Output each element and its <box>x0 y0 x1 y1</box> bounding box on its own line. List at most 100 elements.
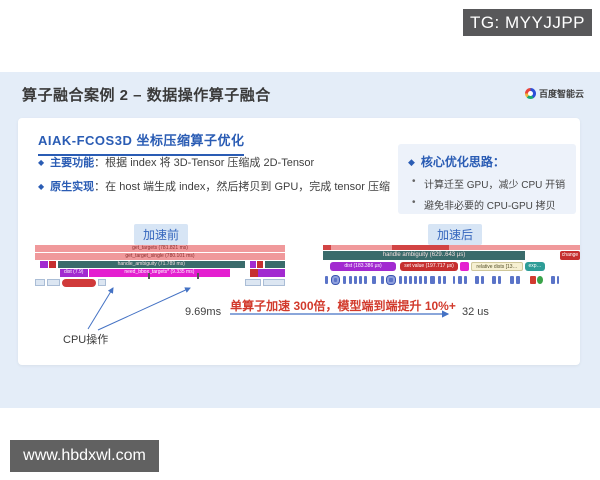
before-time-label: 9.69ms <box>185 306 222 318</box>
optimization-item-text: 计算迁至 GPU，减少 CPU 开销 <box>424 180 566 191</box>
timeline-bar-red-segment <box>323 245 331 250</box>
kernel-block <box>475 276 479 284</box>
kernel-block <box>424 276 427 284</box>
optimization-title-row: ◆ 核心优化思路： <box>408 153 566 170</box>
optimization-item: • 计算迁至 GPU，减少 CPU 开销 <box>408 176 566 191</box>
timeline-bar-teal <box>265 261 285 268</box>
site-watermark: www.hbdxwl.com <box>10 440 159 472</box>
before-timeline: get_targets (781.821 ms) get_target_sing… <box>35 245 285 289</box>
timeline-chip <box>245 279 261 286</box>
kernel-block <box>349 276 352 284</box>
timeline-bar-exp: exp… <box>525 262 545 271</box>
bullet-text: ：根据 index 将 3D-Tensor 压缩成 2D-Tensor <box>94 157 315 169</box>
bullet-list: ◆ 主要功能：根据 index 将 3D-Tensor 压缩成 2D-Tenso… <box>38 156 390 204</box>
timeline-bar-top <box>323 245 580 250</box>
kernel-block <box>498 276 501 284</box>
kernel-block <box>364 276 367 284</box>
timeline-tick <box>148 273 150 279</box>
timeline-bar-set-value: set value (197.717 μs) <box>400 262 458 271</box>
timeline-red-pill <box>62 279 96 287</box>
kernel-block <box>430 276 435 284</box>
timeline-bar-relative-dists: relative dists [13… <box>471 262 523 271</box>
kernel-block <box>481 276 484 284</box>
diamond-icon: ◆ <box>38 182 45 191</box>
kernel-block <box>557 276 559 284</box>
timeline-chip <box>98 279 106 286</box>
slide-title: 算子融合案例 2 – 数据操作算子融合 <box>22 87 271 104</box>
kernel-block <box>354 276 357 284</box>
timeline-bar-purple <box>258 269 285 277</box>
timeline-bar-handle-ambiguity: handle_ambiguity (71.789 ms) <box>57 261 245 268</box>
kernel-block <box>404 276 407 284</box>
timeline-row-5 <box>35 273 285 287</box>
kernel-block <box>399 276 402 284</box>
kernel-block <box>551 276 555 284</box>
bullet-label: 原生实现 <box>50 181 95 193</box>
kernel-block <box>464 276 467 284</box>
telegram-watermark-text: TG: MYYJJPP <box>469 12 586 32</box>
kernel-block <box>537 276 543 284</box>
timeline-bar-need-bbox-targets: need_bbox_targets* (9.335 ms) <box>88 269 230 277</box>
timeline-row-4: dist (7.9) need_bbox_targets* (9.335 ms) <box>35 269 285 277</box>
bullet-dot-icon: • <box>412 197 416 208</box>
kernel-block <box>414 276 417 284</box>
timeline-bar-dist: dist (7.9) <box>60 269 88 277</box>
kernel-block <box>438 276 441 284</box>
timeline-bar-change: change <box>560 251 580 260</box>
baidu-cloud-logo-text: 百度智能云 <box>538 89 584 99</box>
diamond-icon: ◆ <box>408 156 415 167</box>
site-watermark-text: www.hbdxwl.com <box>23 447 146 464</box>
after-time-label: 32 us <box>462 306 489 318</box>
kernel-block <box>381 276 384 284</box>
timeline-row-3: handle_ambiguity (71.789 ms) <box>35 261 285 268</box>
kernel-block <box>409 276 412 284</box>
timeline-bar-red-segment <box>392 245 449 250</box>
timeline-bar-get-targets: get_targets (781.821 ms) <box>35 245 285 252</box>
bullet-dot-icon: • <box>412 176 416 187</box>
cpu-operation-label: CPU操作 <box>63 334 109 346</box>
timeline-bar-red <box>250 269 258 277</box>
speedup-text: 单算子加速 300倍，模型端到端提升 10%+ <box>230 299 456 313</box>
timeline-bar-dist: dist (183.386 μs) <box>330 262 396 271</box>
kernel-block <box>359 276 362 284</box>
slide: 算子融合案例 2 – 数据操作算子融合 百度智能云 AIAK-FCOS3D 坐标… <box>0 72 600 408</box>
timeline-chip <box>35 279 45 286</box>
kernel-block <box>443 276 446 284</box>
kernel-block <box>325 276 328 284</box>
kernel-block <box>530 276 536 284</box>
kernel-block <box>458 276 462 284</box>
kernel-block <box>372 276 376 284</box>
before-label: 加速前 <box>134 224 189 245</box>
bullet-label: 主要功能 <box>50 157 95 169</box>
after-timeline: handle ambiguity (629..643 μs) change di… <box>323 245 580 285</box>
content-card: AIAK-FCOS3D 坐标压缩算子优化 ◆ 主要功能：根据 index 将 3… <box>18 118 580 365</box>
timeline-bar-purple <box>40 261 48 268</box>
timeline-bar-purple <box>250 261 257 268</box>
bullet-text: ：在 host 端生成 index，然后拷贝到 GPU，完成 tensor 压缩 <box>94 181 390 193</box>
kernel-block <box>516 276 520 284</box>
timeline-row-kernels: dist (183.386 μs) set value (197.717 μs)… <box>323 262 580 271</box>
timeline-chip <box>47 279 60 286</box>
telegram-watermark: TG: MYYJJPP <box>463 9 592 36</box>
section-heading: AIAK-FCOS3D 坐标压缩算子优化 <box>38 130 245 156</box>
diamond-icon: ◆ <box>38 158 45 167</box>
timeline-bar-get-target-single: get_target_single (780.101 ms) <box>35 253 285 260</box>
kernel-block <box>419 276 422 284</box>
bullet-main-function: ◆ 主要功能：根据 index 将 3D-Tensor 压缩成 2D-Tenso… <box>38 156 390 170</box>
kernel-block <box>453 276 455 284</box>
timeline-tick <box>197 273 199 279</box>
cpu-pointer-line <box>87 287 114 330</box>
kernel-block <box>343 276 346 284</box>
timeline-kernel-blocks-row <box>323 275 580 285</box>
cpu-pointer-line <box>97 287 191 331</box>
timeline-chip <box>263 279 285 286</box>
timeline-bar-handle-ambiguity: handle ambiguity (629..643 μs) <box>323 251 525 260</box>
optimization-item-text: 避免非必要的 CPU-GPU 拷贝 <box>424 201 556 212</box>
baidu-cloud-logo-icon <box>524 88 536 99</box>
kernel-block <box>387 276 395 284</box>
optimization-title: 核心优化思路： <box>420 155 505 169</box>
baidu-cloud-logo: 百度智能云 <box>524 87 584 100</box>
kernel-block <box>332 276 339 284</box>
optimization-item: • 避免非必要的 CPU-GPU 拷贝 <box>408 197 566 212</box>
bullet-native-impl: ◆ 原生实现：在 host 端生成 index，然后拷贝到 GPU，完成 ten… <box>38 180 390 194</box>
